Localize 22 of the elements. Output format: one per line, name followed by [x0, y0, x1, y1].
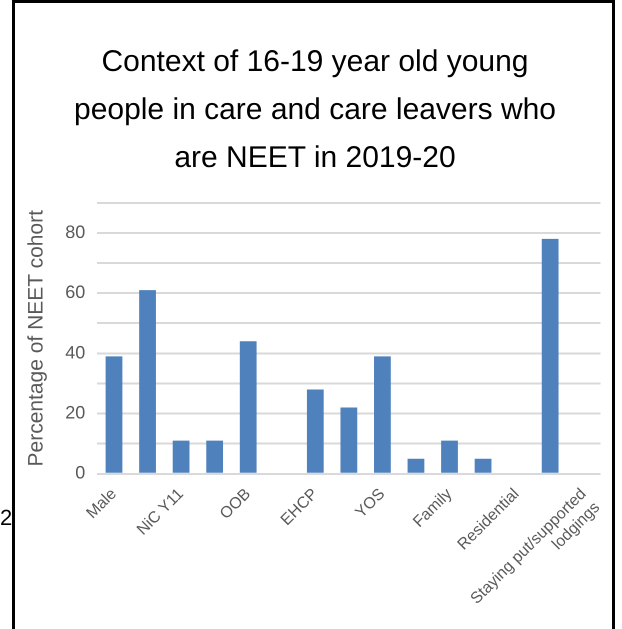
y-axis-title: Percentage of NEET cohort [24, 210, 48, 466]
bar [340, 408, 358, 473]
y-tick-label: 80 [65, 222, 86, 242]
text: 2 [0, 505, 12, 531]
bar [474, 458, 492, 473]
bar [408, 458, 424, 473]
bar [374, 356, 391, 473]
bar [139, 290, 156, 473]
y-tick-label: 60 [65, 282, 86, 302]
bar [306, 389, 324, 473]
x-tick-label: YOS [352, 485, 388, 522]
bar [172, 440, 190, 473]
chart-title: Context of 16-19 year old young people in care and care leavers who are NEET in 2019-20 [73, 44, 557, 176]
bar [240, 341, 257, 473]
y-tick-label: 40 [65, 342, 86, 362]
bar [441, 440, 458, 473]
x-tick-label: NiC Y11 [134, 485, 188, 539]
y-tick-label: 0 [75, 462, 86, 483]
bar [542, 238, 559, 473]
y-tick-label: 20 [65, 402, 86, 423]
bar [106, 356, 122, 473]
bar [206, 440, 224, 473]
